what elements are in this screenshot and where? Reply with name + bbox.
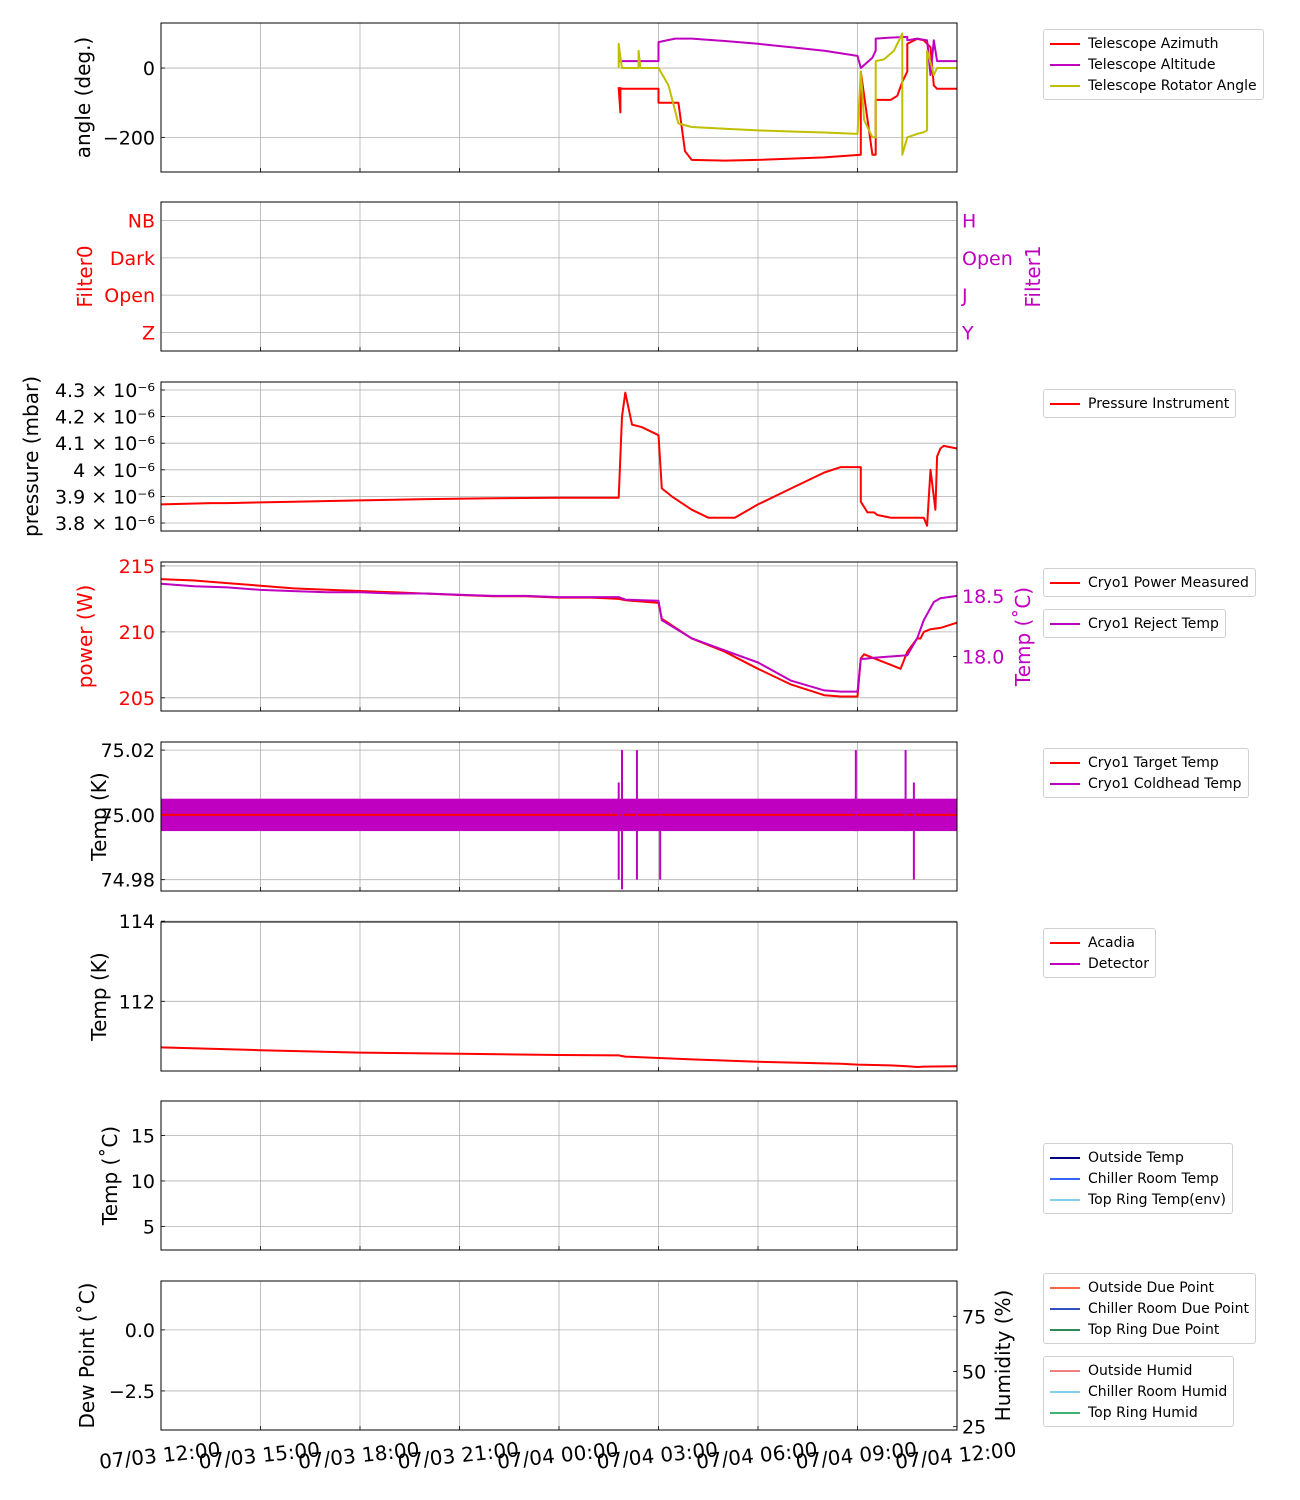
y-axis-label: Filter0 [73,245,97,307]
y-tick-label: 215 [119,556,155,578]
y-tick-label: 0 [143,58,155,80]
axes-frame [160,22,958,173]
y-tick-label: 4.3 × 10⁻⁶ [55,380,155,402]
y-tick-label: 112 [119,991,155,1013]
y-tick-label: 15 [131,1126,155,1148]
y-axis-label: pressure (mbar) [19,376,43,537]
y-tick-label: 5 [143,1216,155,1238]
axes-frame [160,921,958,1072]
axes-frame [160,561,958,712]
axes-frame [160,741,958,892]
y-right-tick-label: J [961,285,968,307]
y-axis-label: Temp (K) [87,772,111,861]
panel-2: Z Open Dark NB YJ Open H Filter0 Filter1 [73,201,1045,352]
y-axis-label: angle (deg.) [71,37,95,159]
y-right-tick-label: H [962,211,976,233]
y-tick-label: 4.2 × 10⁻⁶ [55,407,155,429]
y-right-tick-label: 25 [962,1417,986,1439]
y-axis-label: Temp (K) [87,952,111,1041]
y-tick-label: 114 [119,911,155,933]
y-right-axis-label: Humidity (%) [991,1290,1015,1422]
y-tick-label: 74.98 [101,870,155,892]
y-right-tick-label: 18.0 [962,646,1004,668]
y-tick-label: 4 × 10⁻⁶ [73,460,155,482]
y-tick-label: −2.5 [109,1381,155,1403]
panel-8: −2.5 0.0 25 50 75 Dew Point (˚C) Humidity (%) [75,1280,1015,1439]
panel-1: −200 0 angle (deg.) [71,22,958,173]
series-line [618,35,957,76]
y-tick-label: Z [142,322,155,344]
y-right-axis-label: Filter1 [1021,245,1045,307]
panel-4: 205 210 215 18.0 18.5 power (W) Temp (˚C) [73,556,1035,712]
y-axis-label: Dew Point (˚C) [75,1282,99,1428]
series-line [617,32,957,156]
y-tick-label: 75.00 [101,805,155,827]
y-tick-label: 3.8 × 10⁻⁶ [55,513,155,535]
y-tick-label: 10 [131,1171,155,1193]
series-line [160,1046,958,1068]
panel-7: 5 10 15 Temp (˚C) [98,1100,958,1251]
y-right-tick-label: 75 [962,1306,986,1328]
y-tick-label: 0.0 [125,1320,155,1342]
y-tick-label: Open [104,285,155,307]
y-tick-label: 3.9 × 10⁻⁶ [55,486,155,508]
series-line [160,391,958,527]
panel-6: 112 114 Temp (K) [87,911,958,1072]
y-tick-label: 210 [119,622,155,644]
y-tick-label: −200 [103,127,155,149]
axes-frame [160,1280,958,1431]
y-right-tick-label: 18.5 [962,586,1004,608]
y-tick-label: 75.02 [101,740,155,762]
y-tick-label: 205 [119,688,155,710]
panel-3: 3.8 × 10⁻⁶ 3.9 × 10⁻⁶ 4 × 10⁻⁶ 4.1 × 10⁻⁶ 4.… [19,376,958,537]
y-right-tick-label: Open [962,248,1013,270]
axes-frame [160,381,958,532]
y-tick-label: 4.1 × 10⁻⁶ [55,433,155,455]
panel-5: 74.98 75.00 75.02 Temp (K) [87,740,958,892]
y-axis-label: power (W) [73,585,97,689]
series-line [160,582,958,693]
y-tick-label: NB [128,211,155,233]
y-right-tick-label: Y [961,322,974,344]
y-right-tick-label: 50 [962,1362,986,1384]
axes-frame [160,201,958,352]
y-right-axis-label: Temp (˚C) [1011,587,1035,687]
y-tick-label: Dark [110,248,155,270]
y-axis-label: Temp (˚C) [98,1126,122,1226]
axes-frame [160,1100,958,1251]
